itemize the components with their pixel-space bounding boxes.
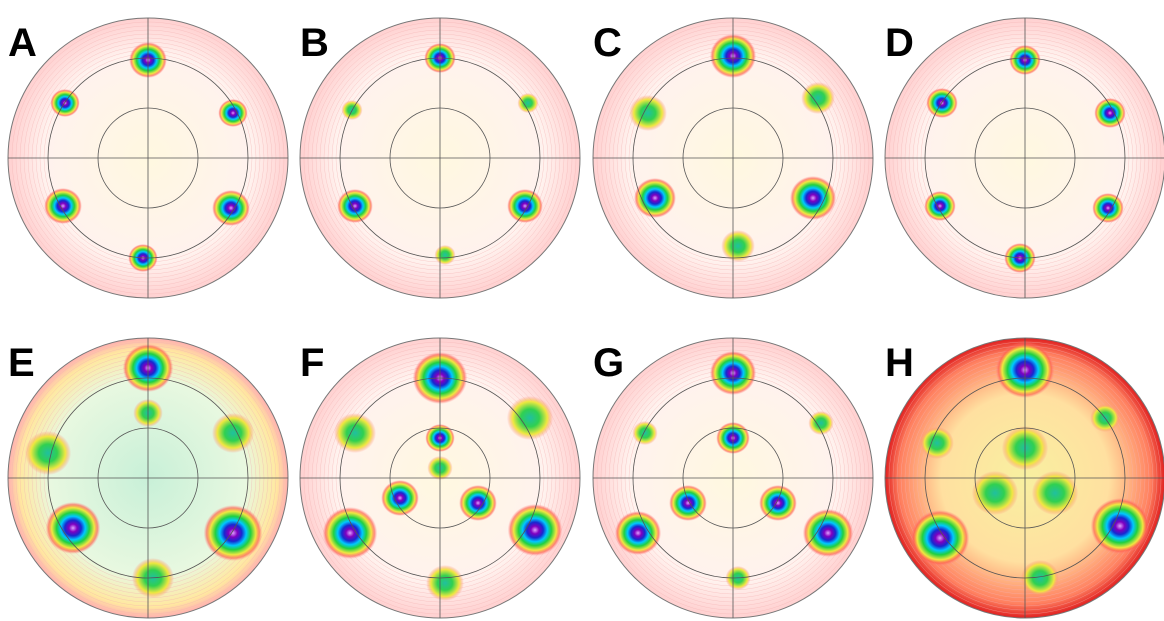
panel-label: A xyxy=(8,21,37,65)
intensity-spot xyxy=(1094,98,1126,128)
pole-figure: A xyxy=(7,17,289,299)
intensity-spot xyxy=(669,485,707,521)
intensity-spot xyxy=(808,411,834,435)
pole-figure: D xyxy=(884,17,1164,299)
intensity-spot xyxy=(50,89,80,117)
intensity-spot xyxy=(212,413,254,453)
pole-figure: C xyxy=(592,17,874,299)
intensity-spot xyxy=(1092,193,1124,223)
panel-label: D xyxy=(885,21,914,65)
intensity-spot xyxy=(44,188,82,224)
intensity-spot xyxy=(434,245,456,265)
intensity-spot xyxy=(789,176,837,220)
intensity-spot xyxy=(218,99,248,127)
intensity-spot xyxy=(802,509,854,557)
pole-figure: B xyxy=(299,17,581,299)
intensity-spot xyxy=(721,230,755,262)
pole-figure: F xyxy=(299,337,581,619)
pole-figure: G xyxy=(592,337,874,619)
intensity-spot xyxy=(24,431,72,475)
pole-figure: H xyxy=(884,337,1164,619)
intensity-spot xyxy=(632,421,658,445)
intensity-spot xyxy=(507,504,563,556)
intensity-spot xyxy=(924,191,956,221)
intensity-spot xyxy=(212,190,250,226)
intensity-spot xyxy=(337,189,373,223)
panel-label: C xyxy=(593,21,622,65)
intensity-spot xyxy=(507,189,543,223)
intensity-spot xyxy=(1021,560,1059,596)
intensity-spot xyxy=(459,485,497,521)
intensity-spot xyxy=(322,507,378,559)
panel-label: G xyxy=(593,341,624,385)
intensity-spot xyxy=(634,178,676,218)
intensity-spot xyxy=(801,82,835,114)
panel-label: F xyxy=(300,341,324,385)
intensity-spot xyxy=(517,93,539,113)
intensity-spot xyxy=(506,396,554,440)
intensity-spot xyxy=(1031,471,1079,515)
intensity-spot xyxy=(910,510,970,566)
intensity-spot xyxy=(426,565,464,601)
intensity-spot xyxy=(45,502,101,554)
intensity-spot xyxy=(759,485,797,521)
intensity-spot xyxy=(926,88,958,118)
intensity-spot xyxy=(334,413,376,453)
pole-figure: E xyxy=(7,337,289,619)
panel-label: B xyxy=(300,21,329,65)
intensity-spot xyxy=(381,480,419,516)
intensity-spot xyxy=(971,471,1019,515)
intensity-spot xyxy=(629,95,667,131)
intensity-spot xyxy=(1090,498,1150,554)
intensity-spot xyxy=(920,427,954,459)
panel-label: H xyxy=(885,341,914,385)
panel-label: E xyxy=(8,341,35,385)
intensity-spot xyxy=(614,511,662,555)
intensity-spot xyxy=(203,505,263,561)
